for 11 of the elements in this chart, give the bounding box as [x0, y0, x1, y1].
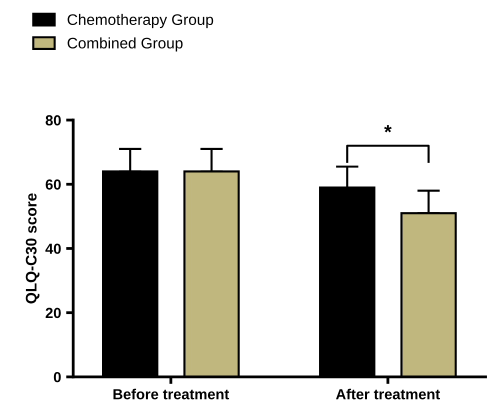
y-tick-label: 40 — [45, 244, 61, 254]
x-tick-label: After treatment — [336, 388, 440, 400]
y-tick-label: 60 — [46, 179, 61, 190]
y-axis-title: QLQ-C30 score — [26, 193, 40, 304]
legend-label: Chemotherapy Group — [68, 14, 214, 28]
annotation: * — [384, 125, 392, 132]
y-tick-label: 80 — [46, 115, 61, 126]
legend-label: Combined Group — [68, 37, 183, 52]
y-tick-label: 20 — [46, 308, 61, 318]
y-tick-label: 0 — [54, 372, 61, 382]
x-tick-label: Before treatment — [113, 388, 230, 400]
